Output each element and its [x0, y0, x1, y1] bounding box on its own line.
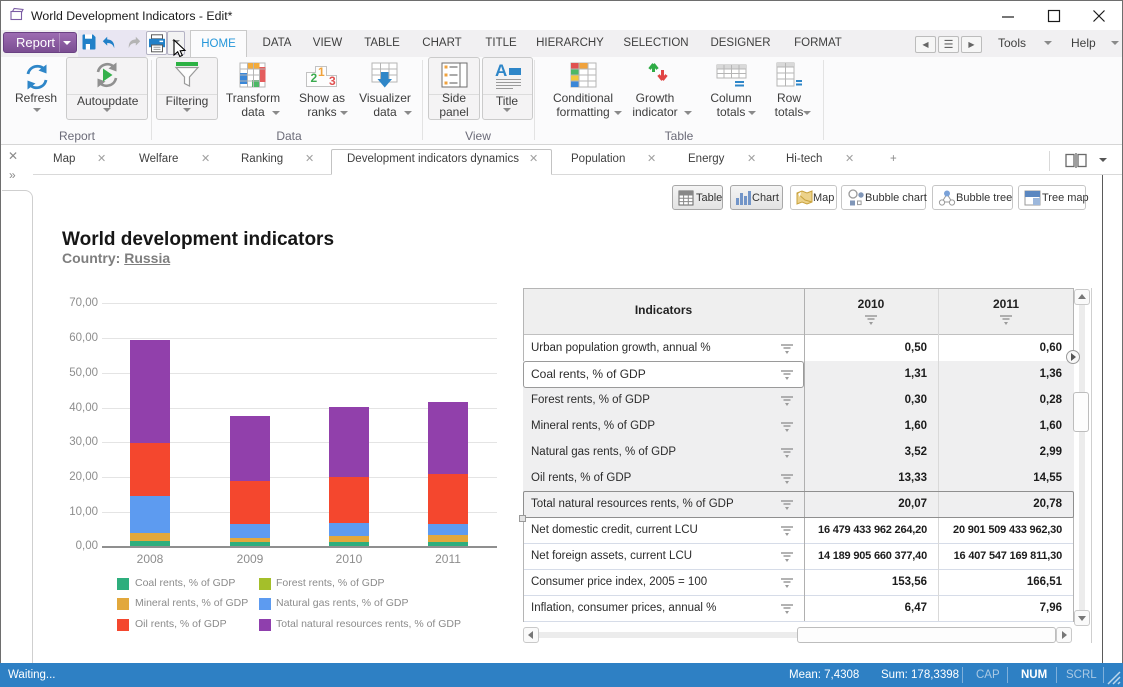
- svg-text:3: 3: [329, 74, 336, 88]
- svg-text:1: 1: [318, 65, 325, 79]
- svg-text:A: A: [495, 62, 507, 80]
- svg-text:2: 2: [311, 71, 318, 85]
